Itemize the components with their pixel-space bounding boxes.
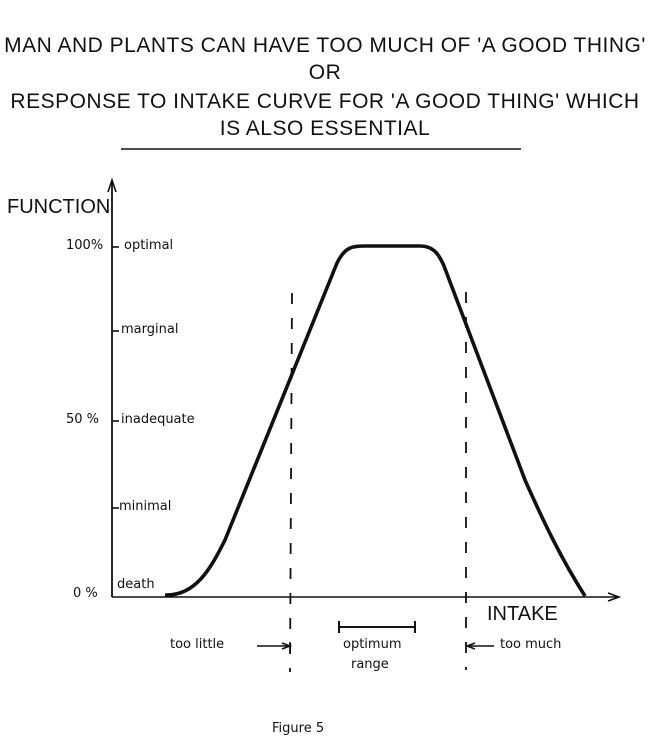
y-axis-arrow-icon <box>107 177 117 193</box>
title-line-2: OR <box>308 61 342 84</box>
title-line-1: MAN AND PLANTS CAN HAVE TOO MUCH OF 'A G… <box>4 34 646 57</box>
response-curve <box>164 244 587 597</box>
y-tick-label-death: death <box>117 577 155 592</box>
too-much-label: too much <box>500 637 562 652</box>
too-little-label: too little <box>170 637 225 652</box>
x-axis-title: INTAKE <box>487 603 558 625</box>
optimum-range-label-line2: range <box>351 657 389 672</box>
y-tick-label-optimal: optimal <box>124 238 174 253</box>
y-ticks <box>112 246 119 509</box>
x-axis-arrow-icon <box>607 592 622 602</box>
y-tick-value-0: 0 % <box>73 586 98 601</box>
y-axis-title: FUNCTION <box>7 196 111 218</box>
y-tick-value-100: 100% <box>66 238 104 253</box>
figure-caption: Figure 5 <box>272 721 325 736</box>
y-tick-label-marginal: marginal <box>121 322 179 337</box>
y-tick-label-inadequate: inadequate <box>121 412 195 427</box>
y-tick-value-50: 50 % <box>66 412 100 427</box>
y-tick-label-minimal: minimal <box>119 499 172 514</box>
too-little-boundary-line <box>289 292 293 673</box>
optimum-range-label-line1: optimum <box>343 637 402 652</box>
title-line-4: IS ALSO ESSENTIAL <box>219 117 431 140</box>
title-line-3: RESPONSE TO INTAKE CURVE FOR 'A GOOD THI… <box>10 90 640 113</box>
